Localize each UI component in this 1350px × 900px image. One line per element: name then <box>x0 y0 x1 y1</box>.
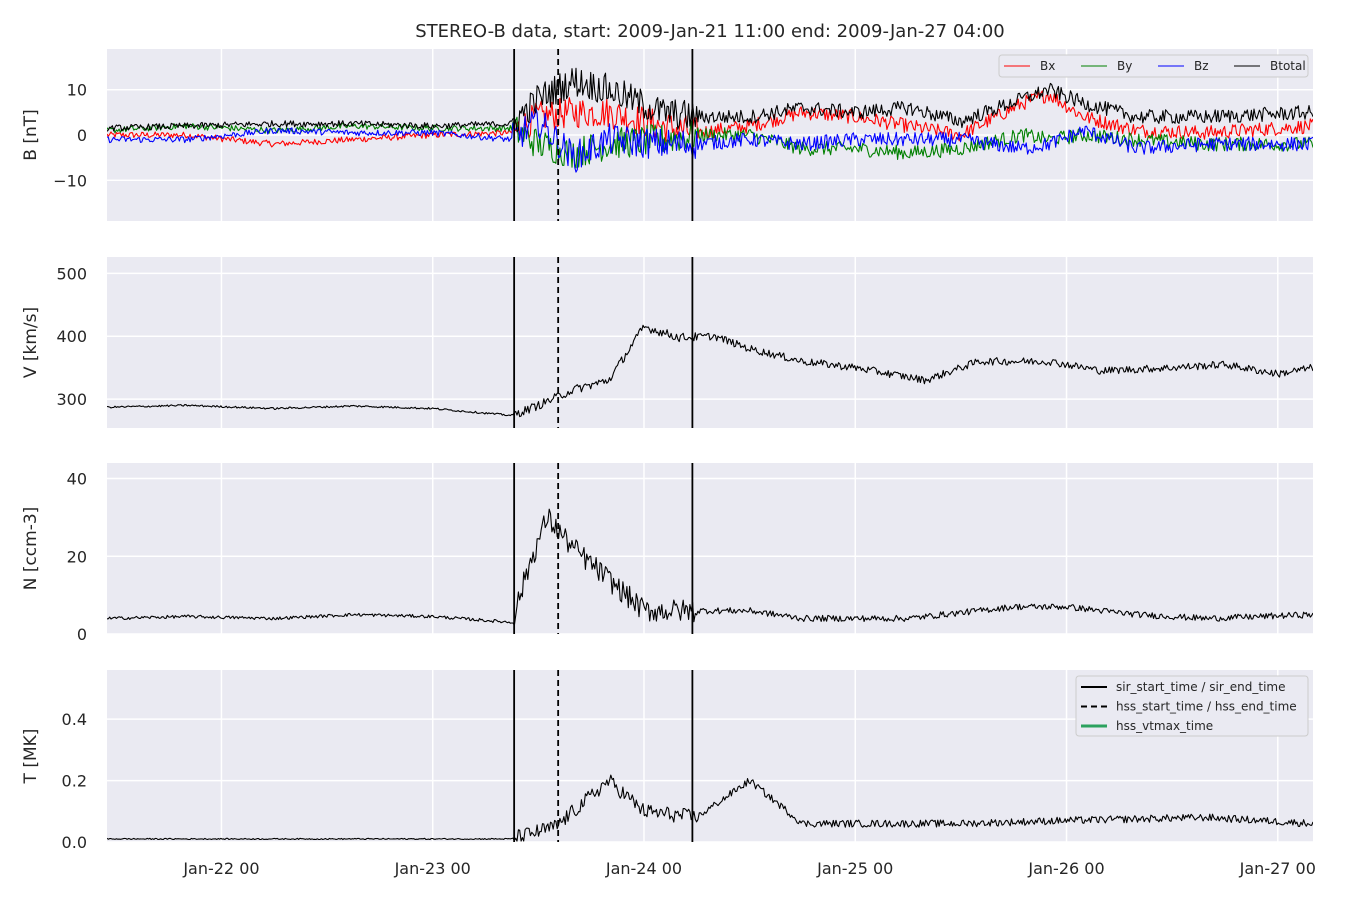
series-T <box>107 774 1313 842</box>
y-axis-label: B [nT] <box>21 109 41 161</box>
legend-label: hss_vtmax_time <box>1116 719 1213 733</box>
y-tick-label: 0.0 <box>62 833 87 852</box>
series-V <box>107 324 1313 418</box>
series-Bz <box>107 107 1313 173</box>
x-tick-label: Jan-22 00 <box>182 859 259 878</box>
panel-N: 0 20 40 N [ccm-3] <box>21 463 1313 644</box>
legend-label: Btotal <box>1270 59 1306 73</box>
y-axis-label: V [km/s] <box>21 307 41 378</box>
y-tick-label: 0.2 <box>62 772 87 791</box>
legend-label: Bz <box>1194 59 1209 73</box>
legend-frame <box>1075 675 1309 737</box>
x-tick-label: Jan-27 00 <box>1239 859 1316 878</box>
chart-title: STEREO-B data, start: 2009-Jan-21 11:00 … <box>415 21 1004 42</box>
legend-label: Bx <box>1040 59 1055 73</box>
legend-label: sir_start_time / sir_end_time <box>1116 680 1286 694</box>
legend-label: By <box>1117 59 1132 73</box>
legend-events: sir_start_time / sir_end_time hss_start_t… <box>1075 675 1309 737</box>
y-tick-label: 400 <box>56 327 87 346</box>
plot-area <box>107 463 1313 634</box>
y-axis-label: N [ccm-3] <box>21 507 41 591</box>
legend-frame <box>998 54 1309 78</box>
plot-area <box>107 257 1313 428</box>
panel-V: 300 400 500 V [km/s] <box>21 257 1313 428</box>
y-tick-label: 20 <box>67 547 87 566</box>
x-tick-label: Jan-26 00 <box>1027 859 1104 878</box>
panel-B: −10 0 10 B [nT] Bx By Bz Btotal <box>21 49 1313 221</box>
y-tick-label: 500 <box>56 264 87 283</box>
series-N <box>107 508 1313 626</box>
series-Bx <box>107 90 1313 148</box>
y-tick-label: −10 <box>53 171 87 190</box>
y-tick-label: 300 <box>56 390 87 409</box>
y-tick-label: 0 <box>77 625 87 644</box>
legend-label: hss_start_time / hss_end_time <box>1116 700 1297 714</box>
x-tick-label: Jan-24 00 <box>605 859 682 878</box>
y-tick-label: 40 <box>67 470 87 489</box>
series-By <box>107 116 1313 169</box>
series-Btotal <box>107 67 1313 133</box>
y-axis-label: T [MK] <box>21 729 41 785</box>
y-tick-label: 0 <box>77 126 87 145</box>
x-tick-label: Jan-25 00 <box>816 859 893 878</box>
panel-T: 0.0 0.2 0.4 T [MK] Jan-22 00 Jan-23 00 Jan-24 … <box>21 670 1316 878</box>
x-tick-label: Jan-23 00 <box>394 859 471 878</box>
y-tick-label: 10 <box>67 81 87 100</box>
y-tick-label: 0.4 <box>62 710 87 729</box>
legend-B: Bx By Bz Btotal <box>998 54 1309 78</box>
